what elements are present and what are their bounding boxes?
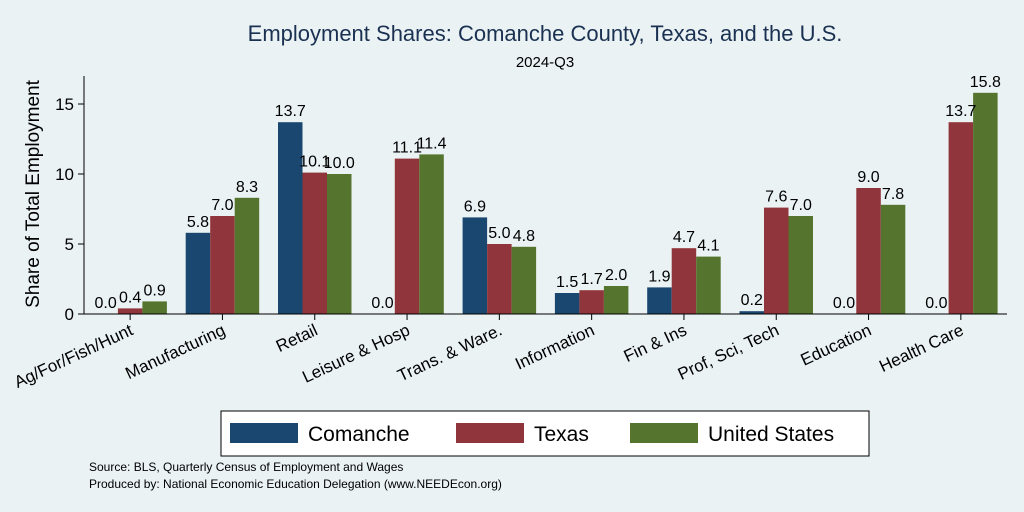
y-tick-label: 5: [65, 235, 74, 254]
bar: [487, 244, 512, 314]
data-label: 7.0: [790, 197, 812, 214]
bar: [234, 197, 260, 314]
bar: [579, 290, 604, 314]
data-label: 5.8: [187, 214, 209, 231]
chart-subtitle: 2024-Q3: [516, 54, 574, 71]
data-label: 8.3: [236, 179, 258, 196]
bar: [142, 301, 167, 314]
y-tick-label: 10: [55, 165, 74, 184]
data-label: 13.7: [275, 103, 306, 120]
data-label: 11.4: [417, 135, 447, 152]
bar: [302, 172, 327, 314]
data-label: 0.0: [371, 295, 393, 312]
bar: [462, 217, 488, 314]
bar: [210, 216, 235, 314]
bar: [117, 308, 143, 314]
bar: [278, 122, 303, 314]
y-tick-label: 0: [65, 305, 74, 324]
data-label: 0.4: [119, 289, 141, 306]
data-label: 0.0: [95, 295, 117, 312]
data-label: 7.8: [882, 186, 904, 203]
data-label: 0.0: [833, 295, 855, 312]
data-label: 1.9: [648, 268, 670, 285]
legend-box: [220, 410, 870, 457]
data-label: 15.8: [970, 74, 1001, 91]
bar: [554, 293, 580, 314]
bar: [671, 248, 697, 314]
data-label: 9.0: [857, 169, 879, 186]
data-label: 5.0: [488, 225, 510, 242]
data-label: 6.9: [464, 198, 486, 215]
legend-label: Comanche: [308, 423, 410, 446]
bar: [948, 122, 974, 314]
bar: [185, 232, 211, 314]
legend-label: Texas: [534, 423, 589, 446]
source-note: Source: BLS, Quarterly Census of Employm…: [89, 460, 403, 474]
bar: [647, 287, 672, 314]
data-label: 4.8: [513, 228, 535, 245]
bar: [419, 154, 444, 314]
legend-swatch: [456, 423, 524, 443]
data-label: 4.7: [673, 229, 695, 246]
data-label: 4.1: [697, 238, 719, 255]
bar: [696, 256, 721, 314]
bar: [788, 216, 813, 314]
bar: [880, 204, 906, 314]
legend-label: United States: [708, 423, 834, 446]
chart-title: Employment Shares: Comanche County, Texa…: [248, 21, 843, 46]
produced-note: Produced by: National Economic Education…: [89, 477, 502, 491]
data-label: 7.0: [211, 197, 233, 214]
data-label: 1.5: [556, 274, 578, 291]
y-axis: 0 5 10 15: [55, 76, 85, 324]
y-tick-label: 15: [55, 95, 74, 114]
bar: [973, 92, 998, 314]
data-label: 0.0: [925, 295, 947, 312]
legend-swatch: [630, 423, 698, 443]
bar: [856, 188, 881, 314]
data-label: 0.9: [144, 282, 166, 299]
data-label: 10.1: [299, 154, 330, 171]
bar: [764, 207, 789, 314]
bar: [394, 158, 420, 314]
bars-group: [117, 92, 998, 314]
data-label: 11.1: [392, 140, 422, 157]
bar: [603, 286, 629, 314]
data-label: 7.6: [765, 189, 787, 206]
data-label: 10.0: [324, 155, 355, 172]
legend: Comanche Texas United States: [220, 410, 870, 457]
data-label: 1.7: [581, 271, 603, 288]
data-labels-group: 0.0 0.4 0.95.87.08.313.710.110.00.011.111.…: [95, 74, 1001, 312]
legend-swatch: [230, 423, 298, 443]
data-label: 0.2: [741, 292, 763, 309]
data-label: 13.7: [945, 103, 976, 120]
bar: [511, 246, 537, 314]
y-axis-label: Share of Total Employment: [23, 79, 44, 307]
bar: [327, 174, 352, 314]
bar: [739, 311, 764, 314]
data-label: 2.0: [605, 267, 627, 284]
